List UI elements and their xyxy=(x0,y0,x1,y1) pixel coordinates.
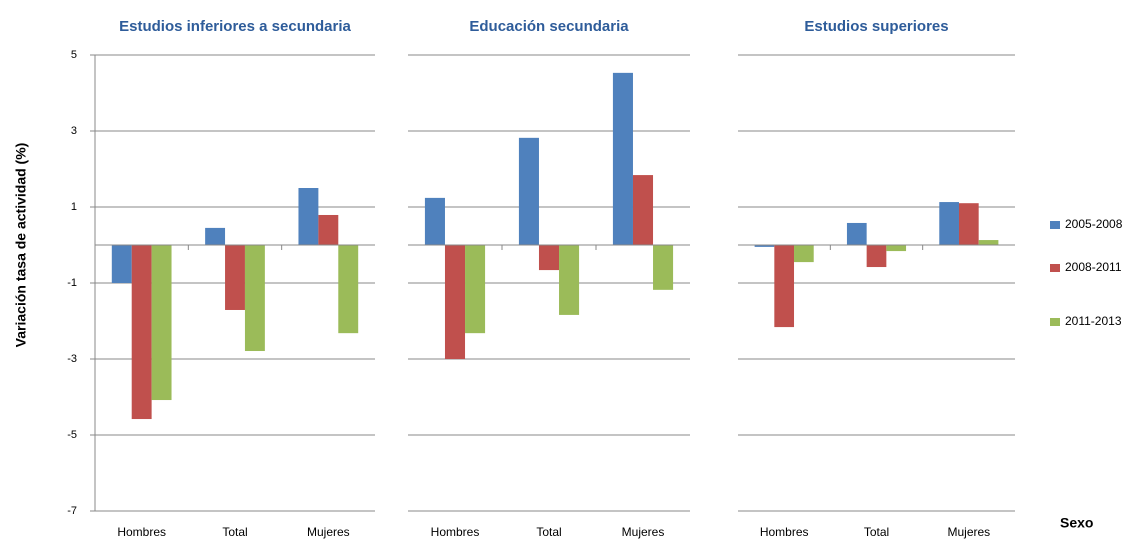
bar xyxy=(754,245,775,247)
bar xyxy=(978,240,999,245)
bar xyxy=(465,245,486,334)
y-axis-label: Variación tasa de actividad (%) xyxy=(13,143,29,348)
bar xyxy=(338,245,359,334)
x-tick-label: Mujeres xyxy=(947,525,990,539)
x-tick-label: Total xyxy=(536,525,561,539)
y-tick-label: -1 xyxy=(67,277,77,289)
bar xyxy=(846,222,867,245)
x-tick-label: Total xyxy=(222,525,247,539)
bar xyxy=(886,245,907,252)
y-tick-label: 5 xyxy=(71,49,77,61)
bar xyxy=(518,137,539,245)
legend-swatch xyxy=(1050,318,1060,326)
x-tick-label: Hombres xyxy=(760,525,809,539)
bar xyxy=(318,214,339,245)
x-tick-label: Mujeres xyxy=(307,525,350,539)
bar xyxy=(538,245,560,271)
panel-title: Educación secundaria xyxy=(469,18,629,35)
bar xyxy=(244,245,265,352)
bar xyxy=(559,245,580,315)
bar xyxy=(151,245,172,401)
legend-label: 2011-2013 xyxy=(1065,314,1122,328)
bar xyxy=(794,245,814,263)
y-tick-label: 1 xyxy=(71,201,77,213)
bar xyxy=(939,202,959,245)
legend-swatch xyxy=(1050,221,1060,229)
x-axis-label: Sexo xyxy=(1060,515,1093,531)
bar xyxy=(225,245,245,310)
x-tick-label: Total xyxy=(864,525,889,539)
legend-label: 2008-2011 xyxy=(1065,260,1122,274)
y-tick-label: -3 xyxy=(67,353,77,365)
bar xyxy=(205,227,226,245)
bar xyxy=(612,72,633,245)
bar xyxy=(444,245,466,359)
x-tick-label: Mujeres xyxy=(622,525,665,539)
bar xyxy=(774,245,795,328)
y-tick-label: -5 xyxy=(67,429,77,441)
legend-swatch xyxy=(1050,264,1060,272)
y-tick-label: 3 xyxy=(71,125,77,137)
panel-title: Estudios superiores xyxy=(804,18,948,35)
bar xyxy=(632,175,654,245)
bar xyxy=(424,197,445,245)
x-tick-label: Hombres xyxy=(431,525,480,539)
legend-label: 2005-2008 xyxy=(1065,217,1123,231)
y-tick-label: -7 xyxy=(67,505,77,517)
bar xyxy=(298,188,319,245)
panel-title: Estudios inferiores a secundaria xyxy=(119,18,351,35)
bar xyxy=(958,203,979,245)
bar xyxy=(653,245,674,290)
x-tick-label: Hombres xyxy=(117,525,166,539)
bar xyxy=(866,245,887,268)
bar xyxy=(131,245,152,420)
bar xyxy=(111,245,132,283)
